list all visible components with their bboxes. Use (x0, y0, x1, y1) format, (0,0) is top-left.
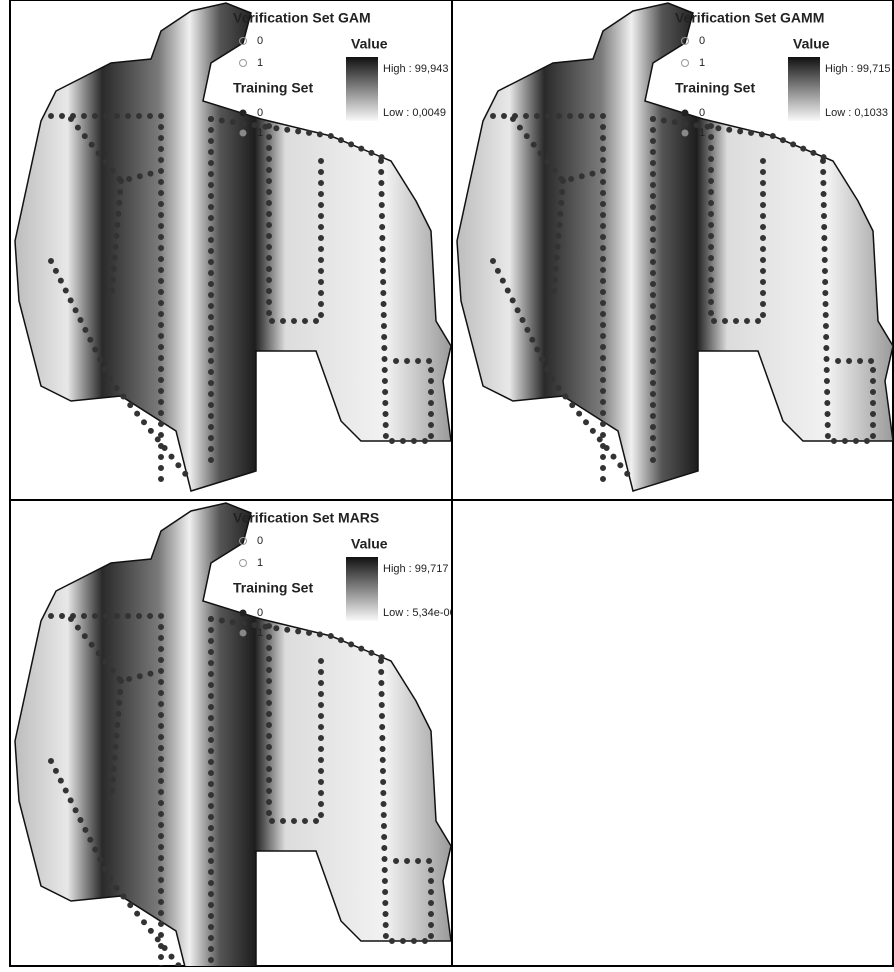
legend-title: Verification Set MARS (233, 510, 379, 526)
figure: Verification Set GAM 0 1 Training Set 0 1 Valu… (0, 0, 894, 967)
legend-title: Training Set (675, 80, 755, 96)
legend-title: Training Set (233, 80, 313, 96)
legend-high: High : 99,943 (383, 63, 448, 75)
legend-label: 1 (699, 57, 705, 69)
legend-title: Value (351, 36, 388, 52)
legend-low: Low : 5,34e-009 (383, 607, 462, 619)
legend-low: Low : 0,1033 (825, 107, 888, 119)
color-ramp (788, 57, 820, 121)
land (15, 3, 451, 491)
legend-high: High : 99,715 (825, 63, 890, 75)
legend-label: 1 (699, 127, 705, 139)
legend-label: 0 (257, 607, 263, 619)
color-ramp (346, 557, 378, 621)
legend-symbol (682, 60, 689, 67)
legend-symbol (682, 110, 689, 117)
legend-label: 0 (257, 535, 263, 547)
panel: Verification Set GAM 0 1 Training Set 0 1 Valu… (15, 3, 451, 491)
legend-symbol (240, 60, 247, 67)
legend-label: 1 (257, 627, 263, 639)
legend-label: 1 (257, 57, 263, 69)
legend-title: Training Set (233, 580, 313, 596)
legend-title: Value (793, 36, 830, 52)
land (457, 3, 893, 491)
legend-label: 0 (699, 107, 705, 119)
legend-title: Verification Set GAM (233, 10, 371, 26)
legend-symbol (240, 560, 247, 567)
legend-high: High : 99,717 (383, 563, 448, 575)
legend-title: Value (351, 536, 388, 552)
legend-symbol (240, 610, 247, 617)
legend-low: Low : 0,0049 (383, 107, 446, 119)
legend-symbol (240, 130, 247, 137)
legend-label: 1 (257, 127, 263, 139)
legend-symbol (240, 110, 247, 117)
legend-label: 0 (699, 35, 705, 47)
legend-symbol (682, 130, 689, 137)
legend-label: 0 (257, 107, 263, 119)
panel: Verification Set MARS 0 1 Training Set 0 1 Val… (15, 503, 462, 967)
legend-title: Verification Set GAMM (675, 10, 824, 26)
legend-symbol (240, 630, 247, 637)
color-ramp (346, 57, 378, 121)
legend-label: 1 (257, 557, 263, 569)
panel: Verification Set GAMM 0 1 Training Set 0 1 Val… (457, 3, 893, 491)
legend-label: 0 (257, 35, 263, 47)
